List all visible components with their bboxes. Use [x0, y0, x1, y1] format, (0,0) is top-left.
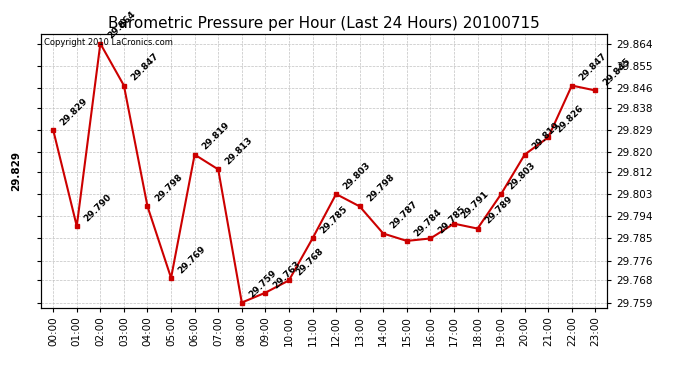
Text: 29.803: 29.803: [506, 160, 538, 191]
Title: Barometric Pressure per Hour (Last 24 Hours) 20100715: Barometric Pressure per Hour (Last 24 Ho…: [108, 16, 540, 31]
Text: 29.829: 29.829: [11, 151, 21, 190]
Text: 29.785: 29.785: [318, 205, 349, 236]
Text: 29.845: 29.845: [601, 57, 632, 88]
Text: 29.787: 29.787: [388, 200, 420, 231]
Text: 29.829: 29.829: [59, 96, 90, 127]
Text: 29.784: 29.784: [413, 207, 444, 238]
Text: 29.798: 29.798: [153, 172, 184, 204]
Text: 29.847: 29.847: [130, 52, 161, 83]
Text: 29.803: 29.803: [342, 160, 373, 191]
Text: 29.768: 29.768: [295, 247, 326, 278]
Text: 29.864: 29.864: [106, 10, 137, 41]
Text: 29.847: 29.847: [578, 52, 609, 83]
Text: 29.791: 29.791: [460, 190, 491, 221]
Text: 29.759: 29.759: [247, 268, 279, 300]
Text: 29.813: 29.813: [224, 136, 255, 166]
Text: 29.790: 29.790: [82, 192, 113, 224]
Text: 29.785: 29.785: [436, 205, 467, 236]
Text: 29.826: 29.826: [554, 104, 584, 135]
Text: 29.819: 29.819: [530, 121, 561, 152]
Text: 29.789: 29.789: [483, 195, 514, 226]
Text: 29.798: 29.798: [365, 172, 396, 204]
Text: 29.769: 29.769: [177, 244, 208, 275]
Text: 29.763: 29.763: [271, 259, 302, 290]
Text: Copyright 2010 LaCronics.com: Copyright 2010 LaCronics.com: [44, 38, 173, 47]
Text: 29.819: 29.819: [200, 121, 231, 152]
